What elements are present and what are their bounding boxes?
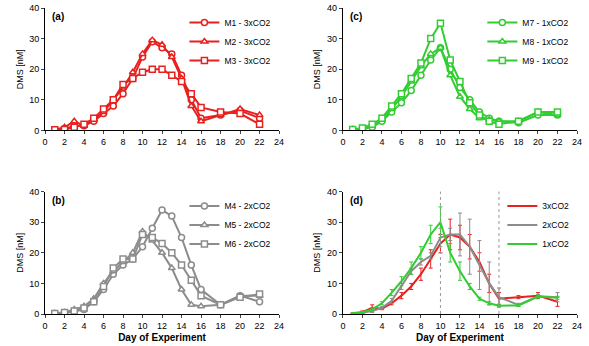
- svg-text:1xCO2: 1xCO2: [542, 239, 569, 249]
- svg-text:0: 0: [332, 309, 337, 319]
- svg-text:16: 16: [494, 137, 504, 147]
- svg-text:4: 4: [379, 321, 384, 331]
- svg-text:M1 - 3xCO2: M1 - 3xCO2: [224, 18, 270, 28]
- svg-text:10: 10: [327, 95, 337, 105]
- svg-text:8: 8: [418, 137, 423, 147]
- svg-text:30: 30: [29, 34, 39, 44]
- svg-text:14: 14: [177, 137, 187, 147]
- svg-text:12: 12: [455, 321, 465, 331]
- svg-text:18: 18: [513, 321, 523, 331]
- svg-text:4: 4: [82, 137, 87, 147]
- svg-text:20: 20: [29, 64, 39, 74]
- svg-text:Day of Experiment: Day of Experiment: [118, 332, 206, 343]
- svg-text:4: 4: [82, 321, 87, 331]
- svg-text:M4 - 2xCO2: M4 - 2xCO2: [224, 201, 270, 211]
- svg-text:DMS [nM]: DMS [nM]: [15, 49, 25, 89]
- svg-text:12: 12: [455, 137, 465, 147]
- svg-text:0: 0: [340, 137, 345, 147]
- svg-text:(b): (b): [52, 195, 65, 206]
- svg-text:M8 - 1xCO2: M8 - 1xCO2: [522, 37, 568, 47]
- svg-text:40: 40: [327, 187, 337, 197]
- svg-text:2: 2: [62, 321, 67, 331]
- svg-text:20: 20: [533, 137, 543, 147]
- svg-text:20: 20: [327, 64, 337, 74]
- svg-text:8: 8: [121, 137, 126, 147]
- svg-text:Day of Experiment: Day of Experiment: [416, 332, 504, 343]
- svg-text:14: 14: [474, 137, 484, 147]
- svg-text:2xCO2: 2xCO2: [542, 220, 569, 230]
- svg-text:12: 12: [157, 321, 167, 331]
- svg-text:0: 0: [332, 126, 337, 136]
- svg-text:6: 6: [399, 137, 404, 147]
- svg-text:30: 30: [327, 217, 337, 227]
- svg-text:3xCO2: 3xCO2: [542, 201, 569, 211]
- svg-text:14: 14: [177, 321, 187, 331]
- svg-text:10: 10: [327, 279, 337, 289]
- svg-text:6: 6: [399, 321, 404, 331]
- svg-text:M5 - 2xCO2: M5 - 2xCO2: [224, 220, 270, 230]
- svg-text:0: 0: [340, 321, 345, 331]
- svg-text:22: 22: [255, 321, 265, 331]
- svg-text:6: 6: [101, 137, 106, 147]
- svg-text:20: 20: [235, 321, 245, 331]
- svg-text:18: 18: [216, 321, 226, 331]
- svg-text:M7 - 1xCO2: M7 - 1xCO2: [522, 18, 568, 28]
- svg-text:8: 8: [121, 321, 126, 331]
- svg-text:22: 22: [255, 137, 265, 147]
- svg-text:24: 24: [572, 137, 582, 147]
- svg-text:20: 20: [235, 137, 245, 147]
- svg-text:M9 - 1xCO2: M9 - 1xCO2: [522, 56, 568, 66]
- svg-text:(a): (a): [52, 11, 64, 22]
- svg-text:(d): (d): [350, 195, 363, 206]
- svg-text:4: 4: [379, 137, 384, 147]
- svg-text:0: 0: [34, 309, 39, 319]
- svg-text:2: 2: [360, 321, 365, 331]
- svg-text:M2 - 3xCO2: M2 - 3xCO2: [224, 37, 270, 47]
- svg-text:24: 24: [572, 321, 582, 331]
- svg-text:40: 40: [327, 3, 337, 13]
- svg-text:10: 10: [138, 321, 148, 331]
- svg-text:20: 20: [533, 321, 543, 331]
- svg-text:M6 - 2xCO2: M6 - 2xCO2: [224, 239, 270, 249]
- svg-text:10: 10: [138, 137, 148, 147]
- svg-text:40: 40: [29, 187, 39, 197]
- svg-text:16: 16: [196, 137, 206, 147]
- svg-text:16: 16: [494, 321, 504, 331]
- svg-text:18: 18: [216, 137, 226, 147]
- svg-text:DMS [nM]: DMS [nM]: [312, 233, 322, 273]
- svg-text:M3 - 3xCO2: M3 - 3xCO2: [224, 56, 270, 66]
- svg-text:0: 0: [34, 126, 39, 136]
- svg-text:24: 24: [274, 137, 284, 147]
- svg-text:20: 20: [327, 248, 337, 258]
- svg-text:30: 30: [327, 34, 337, 44]
- svg-text:16: 16: [196, 321, 206, 331]
- svg-text:DMS [nM]: DMS [nM]: [15, 233, 25, 273]
- svg-text:DMS [nM]: DMS [nM]: [312, 49, 322, 89]
- svg-text:8: 8: [418, 321, 423, 331]
- svg-text:20: 20: [29, 248, 39, 258]
- svg-text:18: 18: [513, 137, 523, 147]
- svg-text:10: 10: [29, 279, 39, 289]
- svg-text:12: 12: [157, 137, 167, 147]
- svg-text:10: 10: [29, 95, 39, 105]
- svg-text:0: 0: [42, 137, 47, 147]
- svg-text:10: 10: [435, 137, 445, 147]
- svg-text:(c): (c): [350, 11, 362, 22]
- svg-text:40: 40: [29, 3, 39, 13]
- svg-text:24: 24: [274, 321, 284, 331]
- svg-text:22: 22: [552, 137, 562, 147]
- svg-text:30: 30: [29, 217, 39, 227]
- svg-text:6: 6: [101, 321, 106, 331]
- svg-text:2: 2: [62, 137, 67, 147]
- svg-text:0: 0: [42, 321, 47, 331]
- svg-text:22: 22: [552, 321, 562, 331]
- svg-text:2: 2: [360, 137, 365, 147]
- svg-text:10: 10: [435, 321, 445, 331]
- svg-text:14: 14: [474, 321, 484, 331]
